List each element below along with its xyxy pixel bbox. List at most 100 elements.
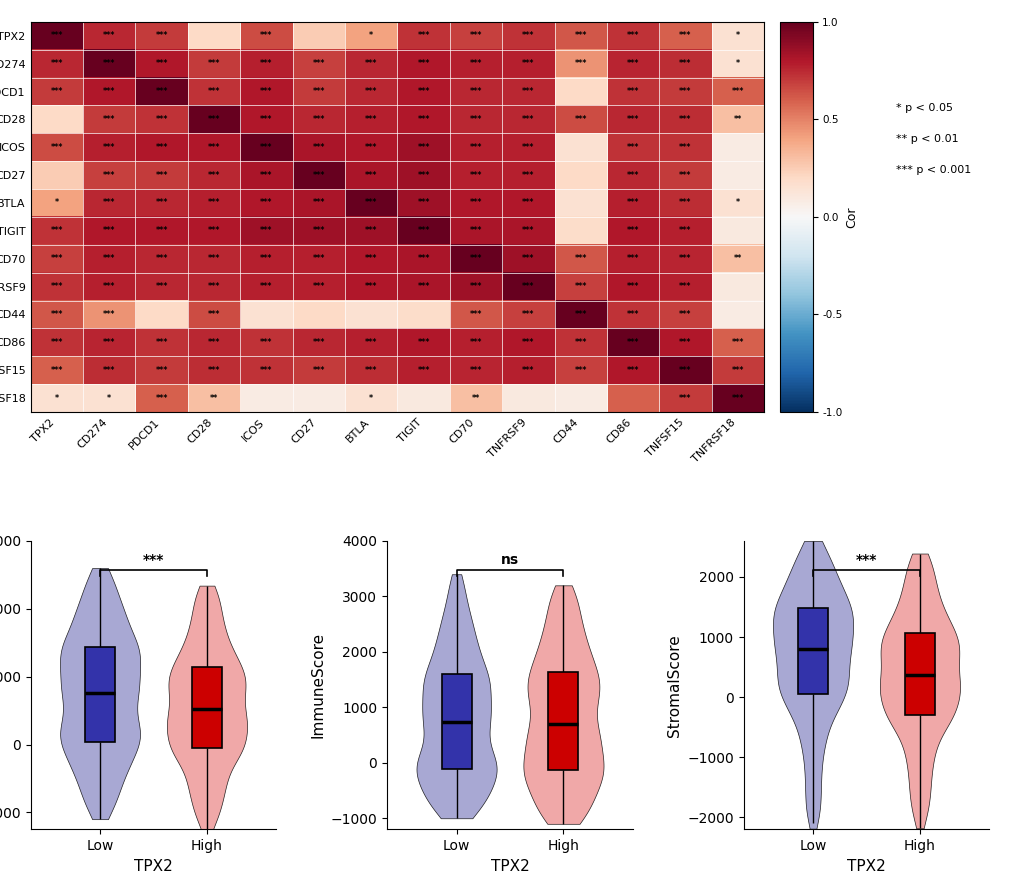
- Text: ***: ***: [312, 226, 325, 236]
- Text: ***: ***: [155, 198, 167, 208]
- Text: ***: ***: [51, 338, 63, 347]
- Text: ***: ***: [103, 226, 115, 236]
- Text: ***: ***: [312, 170, 325, 180]
- X-axis label: TPX2: TPX2: [490, 859, 529, 873]
- Text: ***: ***: [260, 170, 272, 180]
- Text: ***: ***: [417, 198, 429, 208]
- Text: ***: ***: [679, 226, 691, 236]
- Y-axis label: ImmuneScore: ImmuneScore: [310, 632, 325, 739]
- Text: ***: ***: [627, 87, 639, 96]
- Text: ***: ***: [679, 394, 691, 402]
- FancyBboxPatch shape: [548, 672, 578, 770]
- Text: ***: ***: [522, 115, 534, 124]
- Text: ***: ***: [522, 310, 534, 319]
- Text: ***: ***: [731, 366, 743, 375]
- Text: ***: ***: [679, 59, 691, 68]
- Text: ***: ***: [470, 366, 482, 375]
- Text: ***: ***: [208, 226, 220, 236]
- Text: ***: ***: [731, 394, 743, 402]
- Text: ***: ***: [103, 170, 115, 180]
- Text: ***: ***: [103, 198, 115, 208]
- Text: ***: ***: [51, 31, 63, 40]
- Text: ***: ***: [312, 198, 325, 208]
- Text: ***: ***: [51, 366, 63, 375]
- Text: ***: ***: [679, 282, 691, 291]
- Text: ***: ***: [679, 115, 691, 124]
- Text: ***: ***: [627, 31, 639, 40]
- Text: ***: ***: [103, 143, 115, 152]
- Text: ***: ***: [731, 338, 743, 347]
- Text: ***: ***: [417, 282, 429, 291]
- Text: ***: ***: [365, 143, 377, 152]
- Text: ***: ***: [731, 87, 743, 96]
- Text: ***: ***: [679, 143, 691, 152]
- Text: ***: ***: [470, 198, 482, 208]
- Text: ***: ***: [417, 31, 429, 40]
- Text: *: *: [369, 31, 373, 40]
- Text: ***: ***: [417, 338, 429, 347]
- Text: ***: ***: [679, 198, 691, 208]
- Text: ***: ***: [574, 59, 586, 68]
- Text: ***: ***: [208, 87, 220, 96]
- Text: ***: ***: [470, 170, 482, 180]
- Text: ***: ***: [417, 226, 429, 236]
- Text: ***: ***: [574, 254, 586, 264]
- Text: ***: ***: [522, 31, 534, 40]
- Text: ***: ***: [103, 338, 115, 347]
- Text: ***: ***: [155, 115, 167, 124]
- Text: ***: ***: [470, 143, 482, 152]
- Text: ***: ***: [365, 366, 377, 375]
- Text: *** p < 0.001: *** p < 0.001: [896, 165, 970, 175]
- Y-axis label: StromalScore: StromalScore: [665, 634, 681, 737]
- Text: ***: ***: [208, 282, 220, 291]
- Text: ***: ***: [260, 59, 272, 68]
- Text: ***: ***: [155, 87, 167, 96]
- Text: ***: ***: [155, 254, 167, 264]
- Text: ***: ***: [155, 226, 167, 236]
- Text: ***: ***: [260, 87, 272, 96]
- Text: ***: ***: [155, 282, 167, 291]
- Text: ***: ***: [312, 338, 325, 347]
- Text: ***: ***: [365, 59, 377, 68]
- Text: ***: ***: [627, 226, 639, 236]
- Text: ***: ***: [260, 254, 272, 264]
- Text: ***: ***: [679, 310, 691, 319]
- Text: ***: ***: [260, 282, 272, 291]
- Text: ***: ***: [312, 282, 325, 291]
- Text: ***: ***: [522, 366, 534, 375]
- Text: ***: ***: [51, 87, 63, 96]
- Text: ***: ***: [522, 87, 534, 96]
- Text: ***: ***: [51, 59, 63, 68]
- Text: ***: ***: [103, 366, 115, 375]
- Text: ***: ***: [417, 87, 429, 96]
- Text: ***: ***: [522, 170, 534, 180]
- Text: *: *: [735, 198, 739, 208]
- Text: ***: ***: [365, 226, 377, 236]
- Text: ***: ***: [470, 338, 482, 347]
- Text: ***: ***: [522, 226, 534, 236]
- Text: ***: ***: [51, 254, 63, 264]
- Text: ***: ***: [679, 366, 691, 375]
- Text: ***: ***: [51, 143, 63, 152]
- Text: ***: ***: [365, 198, 377, 208]
- Text: *: *: [55, 198, 59, 208]
- Text: ***: ***: [208, 115, 220, 124]
- Text: ***: ***: [627, 310, 639, 319]
- Text: ***: ***: [627, 198, 639, 208]
- Text: ***: ***: [365, 87, 377, 96]
- Text: ***: ***: [470, 31, 482, 40]
- Text: ***: ***: [470, 115, 482, 124]
- Text: ***: ***: [103, 310, 115, 319]
- Text: ***: ***: [312, 115, 325, 124]
- Text: ***: ***: [522, 198, 534, 208]
- Text: ***: ***: [679, 31, 691, 40]
- Text: ***: ***: [627, 366, 639, 375]
- Text: ***: ***: [155, 366, 167, 375]
- Text: ***: ***: [417, 143, 429, 152]
- Text: ***: ***: [574, 115, 586, 124]
- Text: ***: ***: [208, 338, 220, 347]
- Text: ***: ***: [470, 87, 482, 96]
- Text: ***: ***: [312, 143, 325, 152]
- Text: ***: ***: [574, 366, 586, 375]
- Text: ***: ***: [470, 282, 482, 291]
